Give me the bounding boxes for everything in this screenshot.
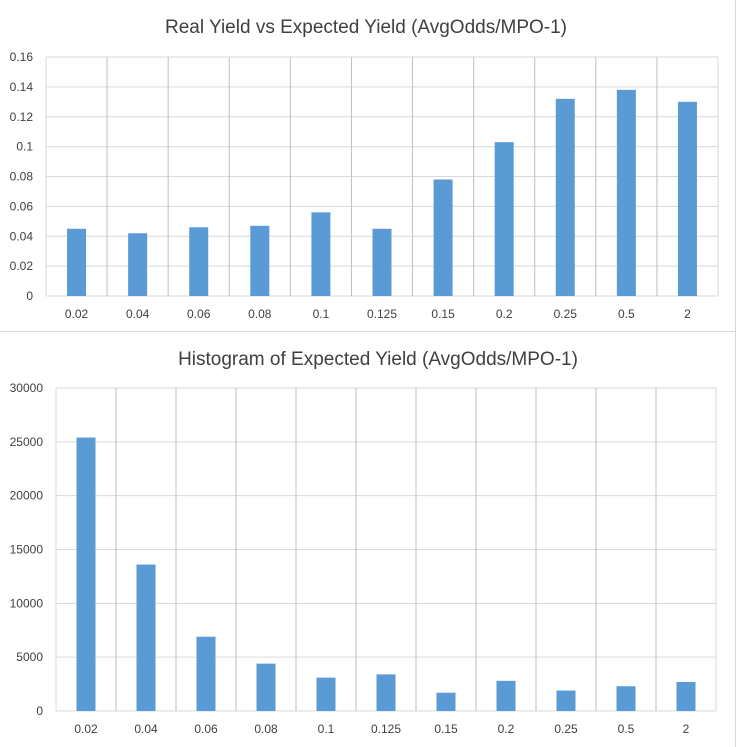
bar-0.1 [311,212,331,296]
x-tick-label: 0.2 [498,722,515,736]
y-tick-label: 0.14 [10,80,34,94]
bar-0.02 [76,437,96,711]
y-tick-label: 0.16 [10,50,34,64]
x-tick-label: 0.25 [554,722,578,736]
x-tick-label: 0.06 [194,722,218,736]
y-tick-label: 0 [36,704,43,718]
x-tick-label: 0.1 [318,722,335,736]
x-tick-label: 0.02 [65,307,89,321]
x-tick-label: 0.1 [313,307,330,321]
bar-0.15 [433,179,453,296]
x-tick-label: 0.04 [134,722,158,736]
y-tick-label: 0.02 [10,259,34,273]
bar-0.15 [436,692,456,711]
chart-histogram-svg: Histogram of Expected Yield (AvgOdds/MPO… [10,349,717,736]
x-tick-label: 0.5 [618,307,635,321]
x-tick-label: 2 [684,307,691,321]
chart-real-yield-svg: Real Yield vs Expected Yield (AvgOdds/MP… [10,17,719,321]
bar-0.08 [256,663,276,711]
bar-0.06 [189,227,209,296]
bar-0.02 [67,228,87,296]
y-tick-label: 0.04 [10,229,34,243]
chart-real-yield: Real Yield vs Expected Yield (AvgOdds/MP… [0,0,736,331]
bar-0.125 [376,674,396,711]
x-tick-label: 0.08 [254,722,278,736]
bar-0.06 [196,636,216,711]
chart-title: Real Yield vs Expected Yield (AvgOdds/MP… [165,17,567,38]
y-tick-label: 25000 [10,435,44,449]
bar-0.1 [316,677,336,711]
y-tick-label: 20000 [10,489,44,503]
bar-0.08 [250,225,270,296]
y-tick-label: 0.06 [10,199,34,213]
x-tick-label: 2 [683,722,690,736]
y-tick-label: 5000 [16,650,43,664]
y-tick-label: 0 [26,289,33,303]
x-tick-label: 0.15 [434,722,458,736]
x-tick-label: 0.25 [554,307,578,321]
bar-0.04 [136,564,156,711]
bar-2 [676,681,696,711]
x-tick-label: 0.5 [618,722,635,736]
x-tick-label: 0.06 [187,307,211,321]
bar-0.5 [616,686,636,711]
x-tick-label: 0.125 [371,722,401,736]
x-tick-label: 0.2 [496,307,513,321]
x-tick-label: 0.125 [367,307,397,321]
x-tick-label: 0.08 [248,307,272,321]
x-tick-label: 0.15 [431,307,455,321]
bar-0.25 [555,98,575,296]
bar-0.125 [372,228,392,296]
y-tick-label: 30000 [10,381,44,395]
y-tick-label: 0.12 [10,110,34,124]
bar-0.25 [556,690,576,711]
y-tick-label: 10000 [10,596,44,610]
y-tick-label: 0.1 [16,140,33,154]
y-tick-label: 15000 [10,543,44,557]
chart-histogram: Histogram of Expected Yield (AvgOdds/MPO… [0,333,736,747]
chart-title: Histogram of Expected Yield (AvgOdds/MPO… [178,349,578,370]
panel-divider [0,331,736,332]
bar-2 [677,101,697,296]
bar-0.04 [128,233,148,296]
x-tick-label: 0.02 [74,722,98,736]
bar-0.5 [616,89,636,296]
x-tick-label: 0.04 [126,307,150,321]
y-tick-label: 0.08 [10,170,34,184]
bar-0.2 [496,680,516,711]
bar-0.2 [494,142,514,296]
